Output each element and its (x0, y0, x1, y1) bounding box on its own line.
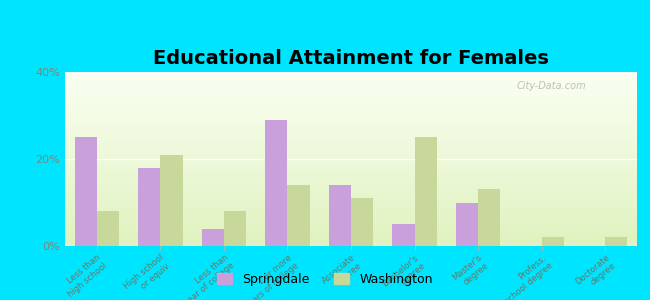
Text: City-Data.com: City-Data.com (517, 81, 586, 91)
Bar (541, 237, 564, 246)
Bar (265, 120, 287, 246)
Bar (202, 229, 224, 246)
Bar (224, 211, 246, 246)
Bar (605, 237, 627, 246)
Bar (287, 185, 309, 246)
Legend: Springdale, Washington: Springdale, Washington (212, 268, 438, 291)
Bar (415, 137, 437, 246)
Bar (97, 211, 119, 246)
Bar (393, 224, 415, 246)
Bar (351, 198, 373, 246)
Bar (75, 137, 97, 246)
Bar (456, 202, 478, 246)
Title: Educational Attainment for Females: Educational Attainment for Females (153, 49, 549, 68)
Bar (138, 168, 161, 246)
Bar (478, 190, 500, 246)
Bar (161, 154, 183, 246)
Bar (329, 185, 351, 246)
